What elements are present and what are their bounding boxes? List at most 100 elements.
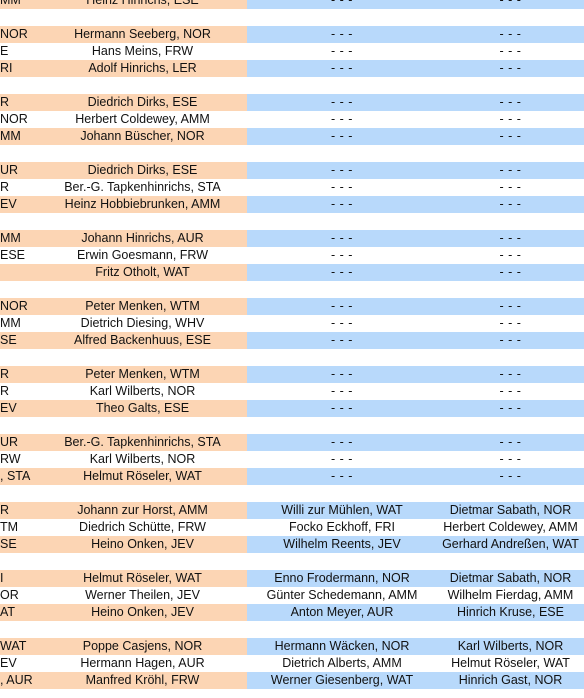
- assistant-2-text: - - -: [499, 61, 522, 75]
- assistant-1-cell: Hermann Wäcken, NOR: [247, 638, 437, 655]
- table-row: R Ber.-G. Tapkenhinrichs, STA - - -- - -: [0, 179, 584, 196]
- assistant-2-cell: - - -: [437, 315, 584, 332]
- referee-cell: Heinz Hinrichs, ESE: [38, 0, 247, 9]
- spacer-row: [0, 281, 584, 298]
- assistant-2-text: - - -: [499, 265, 522, 279]
- referee-cell: Johann Büscher, NOR: [38, 128, 247, 145]
- assistant-2-cell: - - -: [437, 196, 584, 213]
- assistant-2-text: - - -: [499, 333, 522, 347]
- table-row: RW Karl Wilberts, NOR - - -- - -: [0, 451, 584, 468]
- assistant-2-text: - - -: [499, 299, 522, 313]
- table-row: RI Adolf Hinrichs, LER - - -- - -: [0, 60, 584, 77]
- assistant-2-cell: - - -: [437, 247, 584, 264]
- assistant-2-cell: - - -: [437, 230, 584, 247]
- referee-cell: Erwin Goesmann, FRW: [38, 247, 247, 264]
- team-code-cell: I: [0, 570, 38, 587]
- assistant-1-cell: Enno Frodermann, NOR: [247, 570, 437, 587]
- assistant-2-text: - - -: [499, 27, 522, 41]
- assistant-2-text: - - -: [499, 112, 522, 126]
- team-code-cell: R: [0, 502, 38, 519]
- assistant-2-cell: - - -: [437, 332, 584, 349]
- table-row: EV Theo Galts, ESE - - -- - -: [0, 400, 584, 417]
- spacer-row: [0, 77, 584, 94]
- team-code-cell: EV: [0, 655, 38, 672]
- assistant-1-cell: - - -: [247, 94, 437, 111]
- team-code-cell: EV: [0, 400, 38, 417]
- assistant-1-cell: Wilhelm Reents, JEV: [247, 536, 437, 553]
- spacer-row: [0, 485, 584, 502]
- referee-cell: Hermann Hagen, AUR: [38, 655, 247, 672]
- assistant-1-cell: - - -: [247, 60, 437, 77]
- assistant-1-cell: Günter Schedemann, AMM: [247, 587, 437, 604]
- assistant-1-cell: - - -: [247, 247, 437, 264]
- team-code-cell: MM: [0, 128, 38, 145]
- referee-cell: Diedrich Dirks, ESE: [38, 94, 247, 111]
- assistant-2-cell: - - -: [437, 298, 584, 315]
- team-code-cell: R: [0, 383, 38, 400]
- assistant-1-cell: - - -: [247, 162, 437, 179]
- assistant-2-cell: Gerhard Andreßen, WAT: [437, 536, 584, 553]
- assistant-2-text: - - -: [499, 129, 522, 143]
- spacer-row: [0, 553, 584, 570]
- team-code-cell: , STA: [0, 468, 38, 485]
- assistant-1-cell: - - -: [247, 468, 437, 485]
- assistant-1-cell: - - -: [247, 332, 437, 349]
- table-row: , STA Helmut Röseler, WAT - - -- - -: [0, 468, 584, 485]
- assistant-2-cell: - - -: [437, 468, 584, 485]
- spacer-row: [0, 145, 584, 162]
- referee-cell: Manfred Kröhl, FRW: [38, 672, 247, 689]
- assistant-2-text: - - -: [499, 163, 522, 177]
- assistant-2-text: - - -: [499, 435, 522, 449]
- table-row: R Peter Menken, WTM - - -- - -: [0, 366, 584, 383]
- table-row: NOR Hermann Seeberg, NOR - - -- - -: [0, 26, 584, 43]
- assistant-1-cell: - - -: [247, 264, 437, 281]
- assistant-2-text: - - -: [499, 0, 522, 7]
- referee-cell: Werner Theilen, JEV: [38, 587, 247, 604]
- referee-cell: Dietrich Diesing, WHV: [38, 315, 247, 332]
- assistant-2-text: - - -: [499, 452, 522, 466]
- spacer-row: [0, 417, 584, 434]
- assistant-1-cell: - - -: [247, 179, 437, 196]
- table-row: MM Heinz Hinrichs, ESE - - -- - -: [0, 0, 584, 9]
- team-code-cell: RW: [0, 451, 38, 468]
- assistant-1-cell: - - -: [247, 434, 437, 451]
- assistant-2-text: Hinrich Gast, NOR: [458, 673, 563, 687]
- spacer-row: [0, 9, 584, 26]
- assistant-2-cell: Helmut Röseler, WAT: [437, 655, 584, 672]
- team-code-cell: NOR: [0, 26, 38, 43]
- assistant-2-cell: - - -: [437, 60, 584, 77]
- referee-cell: Adolf Hinrichs, LER: [38, 60, 247, 77]
- assistant-2-cell: - - -: [437, 111, 584, 128]
- assistant-2-cell: Karl Wilberts, NOR: [437, 638, 584, 655]
- team-code-cell: NOR: [0, 111, 38, 128]
- table-row: NOR Peter Menken, WTM - - -- - -: [0, 298, 584, 315]
- assistant-2-cell: - - -: [437, 383, 584, 400]
- team-code-cell: MM: [0, 0, 38, 9]
- referee-cell: Ber.-G. Tapkenhinrichs, STA: [38, 434, 247, 451]
- assistant-2-cell: Hinrich Kruse, ESE: [437, 604, 584, 621]
- assistant-2-cell: - - -: [437, 179, 584, 196]
- assistant-2-cell: - - -: [437, 162, 584, 179]
- referee-cell: Karl Wilberts, NOR: [38, 451, 247, 468]
- table-row: EV Heinz Hobbiebrunken, AMM - - -- - -: [0, 196, 584, 213]
- assistant-1-cell: Dietrich Alberts, AMM: [247, 655, 437, 672]
- team-code-cell: RI: [0, 60, 38, 77]
- table-row: UR Ber.-G. Tapkenhinrichs, STA - - -- - -: [0, 434, 584, 451]
- team-code-cell: AT: [0, 604, 38, 621]
- assistant-1-cell: - - -: [247, 26, 437, 43]
- team-code-cell: R: [0, 94, 38, 111]
- assistant-2-text: - - -: [499, 248, 522, 262]
- assistant-2-text: Wilhelm Fierdag, AMM: [447, 588, 574, 602]
- assistant-1-cell: - - -: [247, 230, 437, 247]
- spacer-row: [0, 213, 584, 230]
- referee-cell: Fritz Otholt, WAT: [38, 264, 247, 281]
- table-row: EV Hermann Hagen, AUR Dietrich Alberts, AM…: [0, 655, 584, 672]
- team-code-cell: WAT: [0, 638, 38, 655]
- assistant-1-cell: - - -: [247, 43, 437, 60]
- assistant-2-cell: - - -: [437, 128, 584, 145]
- referee-cell: Ber.-G. Tapkenhinrichs, STA: [38, 179, 247, 196]
- referee-cell: Alfred Backenhuus, ESE: [38, 332, 247, 349]
- table-row: AT Heino Onken, JEV Anton Meyer, AUR Hinric…: [0, 604, 584, 621]
- assistant-2-cell: - - -: [437, 434, 584, 451]
